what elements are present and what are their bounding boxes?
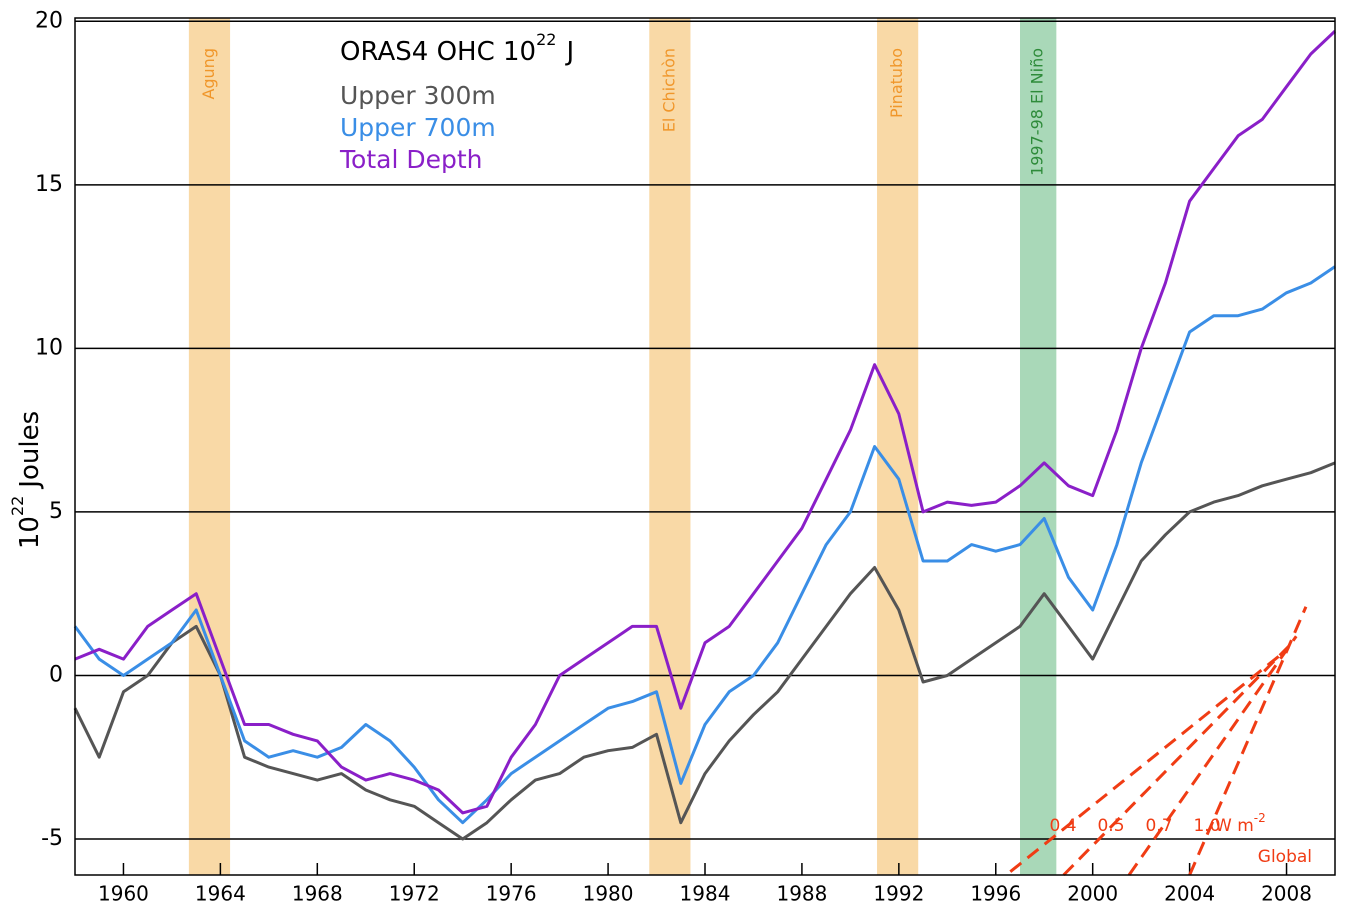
y-tick-label: 10 [35,335,63,360]
x-tick-label: 1968 [292,882,343,906]
event-label: 1997-98 El Niño [1028,48,1047,176]
y-label-text: 10 [15,516,45,549]
x-tick-label: 1992 [873,882,924,906]
event-band [649,18,691,875]
event-label: Pinatubo [887,48,906,118]
reference-unit: W m-2 [1215,811,1266,837]
reference-line [1062,644,1291,877]
legend-title-unit: J [564,37,574,67]
legend-title-text: ORAS4 OHC 10 [340,37,536,67]
series-line [73,265,1336,825]
event-label: Agung [199,48,218,100]
y-tick-label: -5 [41,826,63,851]
reference-label: 0.5 [1097,816,1124,836]
legend-title-exponent: 22 [536,30,556,49]
plot-frame [74,17,1336,876]
y-label-exponent: 22 [8,496,27,516]
x-tick-label: 1960 [98,882,149,906]
reference-label: 0.4 [1049,816,1076,836]
x-tick-label: 1996 [970,882,1021,906]
event-label: El Chichòn [659,48,678,132]
reference-label: 0.7 [1145,816,1172,836]
x-tick-label: 1980 [583,882,634,906]
y-axis-label: 1022 Joules [8,411,45,549]
y-label-unit: Joules [15,411,45,490]
event-band [877,18,919,875]
reference-line [1127,635,1298,876]
series-line [74,30,1337,815]
x-tick-label: 2008 [1261,882,1312,906]
legend-entry: Upper 300m [340,81,496,110]
reference-label: 1.0 [1193,816,1220,836]
reference-unit-exponent: -2 [1254,811,1266,825]
y-tick-label: 15 [35,172,63,197]
reference-line [1009,654,1281,873]
series-line [73,461,1336,841]
legend-entry: Total Depth [339,145,482,174]
x-tick-label: 1964 [195,882,246,906]
reference-note: Global [1258,847,1312,867]
y-tick-label: 5 [49,499,63,524]
x-tick-label: 1988 [776,882,827,906]
x-tick-label: 2004 [1164,882,1215,906]
reference-unit-text: W m [1215,816,1254,836]
x-tick-label: 2000 [1067,882,1118,906]
reference-line [1188,606,1308,876]
y-tick-label: 20 [35,8,63,33]
legend-entry: Upper 700m [340,113,496,142]
event-band [1020,18,1057,875]
x-tick-label: 1976 [486,882,537,906]
y-tick-label: 0 [49,662,63,687]
x-tick-label: 1984 [680,882,731,906]
legend-title: ORAS4 OHC 1022 J [340,30,574,67]
event-band [188,18,231,875]
x-tick-label: 1972 [389,882,440,906]
